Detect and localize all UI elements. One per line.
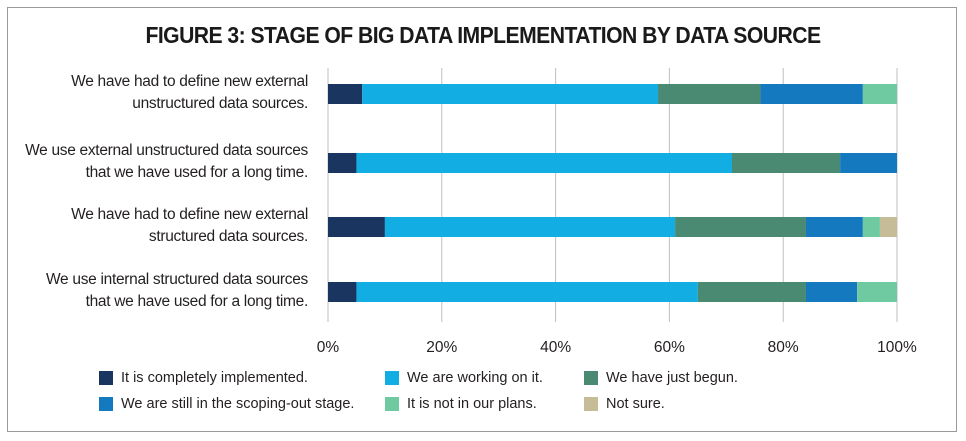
x-tick-label: 60%: [654, 339, 685, 356]
legend-label: It is completely implemented.: [121, 370, 308, 386]
bar-segment: [328, 84, 363, 104]
category-label: We use internal structured data sources t…: [0, 269, 308, 313]
bar-segment: [356, 282, 698, 302]
legend-label: Not sure.: [606, 396, 665, 412]
bar-segment: [328, 217, 385, 237]
legend-item: We are working on it.: [385, 370, 543, 386]
bar-segment: [731, 153, 841, 173]
legend-swatch: [385, 371, 399, 385]
bar-segment: [658, 84, 761, 104]
x-tick-label: 100%: [877, 339, 917, 356]
legend-swatch: [385, 397, 399, 411]
legend-label: It is not in our plans.: [407, 396, 537, 412]
category-label-line: We have had to define new external: [71, 73, 308, 90]
chart-frame: [7, 7, 957, 432]
category-label: We use external unstructured data source…: [0, 140, 308, 184]
legend-swatch: [99, 397, 113, 411]
x-tick-label: 80%: [768, 339, 799, 356]
legend-item: It is completely implemented.: [99, 370, 308, 386]
category-label-line: We have had to define new external: [71, 206, 308, 223]
bar-segment: [805, 282, 858, 302]
category-label-line: that we have used for a long time.: [85, 293, 309, 310]
legend-swatch: [584, 371, 598, 385]
category-label: We have had to define new external struct…: [0, 204, 308, 248]
legend-label: We are still in the scoping-out stage.: [121, 396, 355, 412]
x-axis: 0% 20% 40% 60% 80% 100%: [317, 68, 917, 356]
category-label-line: that we have used for a long time.: [85, 164, 309, 181]
bar-segment: [697, 282, 806, 302]
category-label-line: structured data sources.: [148, 228, 308, 245]
bar-segment: [805, 217, 863, 237]
category-label: We have had to define new external unstru…: [0, 71, 308, 115]
bar-segment: [328, 282, 357, 302]
category-label-line: We use internal structured data sources: [46, 271, 308, 288]
bar-segment: [362, 84, 659, 104]
legend-label: We are working on it.: [407, 370, 543, 386]
legend-swatch: [99, 371, 113, 385]
bar-segment: [675, 217, 806, 237]
bar-segment: [840, 153, 897, 173]
bar-segment: [356, 153, 732, 173]
legend-item: We are still in the scoping-out stage.: [99, 396, 354, 412]
bar-segment: [862, 217, 880, 237]
bar-segment: [862, 84, 897, 104]
legend-item: We have just begun.: [584, 370, 738, 386]
bar-segment: [384, 217, 676, 237]
category-label-line: We use external unstructured data source…: [25, 142, 308, 159]
chart-title: FIGURE 3: STAGE OF BIG DATA IMPLEMENTATI…: [145, 22, 821, 48]
bar-segment: [328, 153, 357, 173]
bar-segment: [760, 84, 863, 104]
legend-label: We have just begun.: [606, 370, 738, 386]
legend-item: It is not in our plans.: [385, 396, 537, 412]
x-tick-label: 0%: [317, 339, 340, 356]
bar-segment: [857, 282, 897, 302]
category-label-line: unstructured data sources.: [132, 95, 308, 112]
bar-group: [328, 84, 897, 302]
x-tick-label: 20%: [426, 339, 457, 356]
x-tick-label: 40%: [540, 339, 571, 356]
bar-segment: [879, 217, 897, 237]
legend-item: Not sure.: [584, 396, 665, 412]
legend-swatch: [584, 397, 598, 411]
